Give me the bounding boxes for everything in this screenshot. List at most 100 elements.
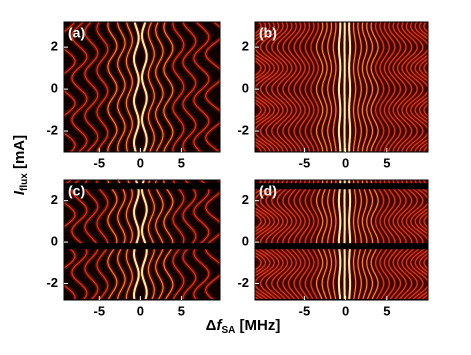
heatmap-trace — [117, 22, 126, 152]
heatmap-trace — [293, 22, 306, 152]
heatmap-trace — [299, 180, 311, 300]
heatmap-trace — [383, 22, 396, 152]
heatmap-trace — [107, 22, 118, 152]
heatmap-trace — [357, 180, 362, 300]
heatmap-trace — [260, 22, 280, 152]
heatmap-trace — [265, 22, 284, 152]
heatmap-trace — [147, 180, 155, 300]
heatmap-trace — [140, 180, 148, 300]
x-tick-label: 0 — [342, 155, 349, 170]
heatmap-trace — [337, 180, 342, 300]
heatmap-trace — [401, 22, 418, 152]
x-tick-label: 5 — [178, 155, 185, 170]
dark-band — [64, 183, 220, 190]
heatmap-trace — [84, 22, 99, 152]
heatmap-glow — [426, 180, 428, 266]
heatmap-trace — [132, 180, 140, 300]
heatmap-trace — [379, 180, 390, 300]
heatmap-trace — [410, 22, 428, 152]
heatmap-trace — [193, 22, 210, 152]
heatmap-trace — [405, 180, 424, 300]
heatmap-trace — [96, 22, 109, 152]
heatmap — [64, 22, 220, 152]
x-label-unit: [MHz] — [235, 317, 280, 334]
heatmap-trace — [265, 180, 284, 300]
heatmap-trace — [125, 180, 133, 300]
y-tick-label: 0 — [51, 234, 58, 249]
heatmap-trace — [287, 180, 302, 300]
y-tick-label: 2 — [242, 39, 249, 54]
heatmap-trace — [271, 180, 289, 300]
heatmap-trace — [370, 22, 379, 152]
panel-label: (b) — [259, 25, 277, 41]
heatmap-trace — [276, 180, 293, 300]
plot-frame — [254, 179, 429, 301]
x-tick-label: -5 — [94, 303, 106, 318]
heatmap-trace — [155, 22, 164, 152]
heatmap-trace — [282, 22, 297, 152]
y-tick-label: -2 — [237, 122, 249, 137]
heatmap-trace — [182, 180, 197, 300]
heatmap-trace — [205, 22, 220, 152]
heatmap — [255, 22, 428, 152]
heatmap-trace — [84, 180, 99, 300]
heatmap-trace — [155, 180, 164, 300]
heatmap-trace — [310, 180, 319, 300]
heatmap-trace — [259, 180, 280, 300]
y-tick-label: 2 — [51, 39, 58, 54]
heatmap-trace — [125, 22, 133, 152]
heatmap-trace — [71, 22, 88, 152]
x-label-symbol: Δ — [206, 317, 217, 334]
y-axis-label: Iflux [mA] — [11, 135, 30, 195]
heatmap-trace — [427, 25, 428, 152]
heatmap-trace — [374, 180, 385, 300]
heatmap-trace — [388, 180, 402, 300]
heatmap-trace — [410, 180, 428, 300]
heatmap-trace — [271, 22, 289, 152]
panel-label: (d) — [259, 183, 277, 199]
heatmap-trace — [327, 22, 333, 152]
heatmap-trace — [96, 180, 109, 300]
y-label-unit: [mA] — [11, 135, 28, 173]
dark-band — [255, 243, 428, 250]
heatmap-trace — [299, 22, 311, 152]
heatmap-trace — [304, 22, 315, 152]
heatmap-trace — [172, 22, 185, 152]
x-axis-label: ΔfSA [MHz] — [206, 317, 281, 336]
heatmap-trace — [383, 180, 396, 300]
heatmap-trace — [282, 180, 297, 300]
y-tick-label: 0 — [51, 81, 58, 96]
plot-frame — [63, 179, 221, 301]
heatmap-trace — [348, 180, 352, 300]
x-tick-label: 0 — [137, 303, 144, 318]
heatmap-trace — [147, 22, 155, 152]
heatmap-trace — [293, 180, 306, 300]
heatmap-trace — [401, 180, 418, 300]
heatmap-trace — [304, 180, 315, 300]
heatmap-trace — [392, 180, 407, 300]
y-label-variable: I — [11, 190, 28, 195]
heatmap-trace — [327, 180, 333, 300]
heatmap-trace — [396, 22, 413, 152]
heatmap-trace — [337, 22, 342, 152]
heatmap-glow — [427, 23, 428, 152]
y-tick-label: 0 — [242, 234, 249, 249]
plot-frame — [63, 21, 221, 153]
x-tick-label: -5 — [299, 155, 311, 170]
heatmap-trace — [352, 180, 357, 300]
x-tick-label: -5 — [94, 155, 106, 170]
dark-band — [255, 183, 428, 190]
heatmap-trace — [276, 22, 293, 152]
heatmap-trace — [287, 22, 302, 152]
x-tick-label: 0 — [342, 303, 349, 318]
panel-label: (c) — [68, 183, 85, 199]
heatmap-trace — [163, 180, 174, 300]
heatmap-trace — [370, 180, 379, 300]
heatmap-trace — [321, 22, 328, 152]
heatmap — [255, 180, 428, 300]
heatmap-trace — [361, 180, 368, 300]
heatmap-trace — [315, 180, 324, 300]
heatmap-trace — [172, 180, 185, 300]
x-tick-label: 5 — [383, 155, 390, 170]
